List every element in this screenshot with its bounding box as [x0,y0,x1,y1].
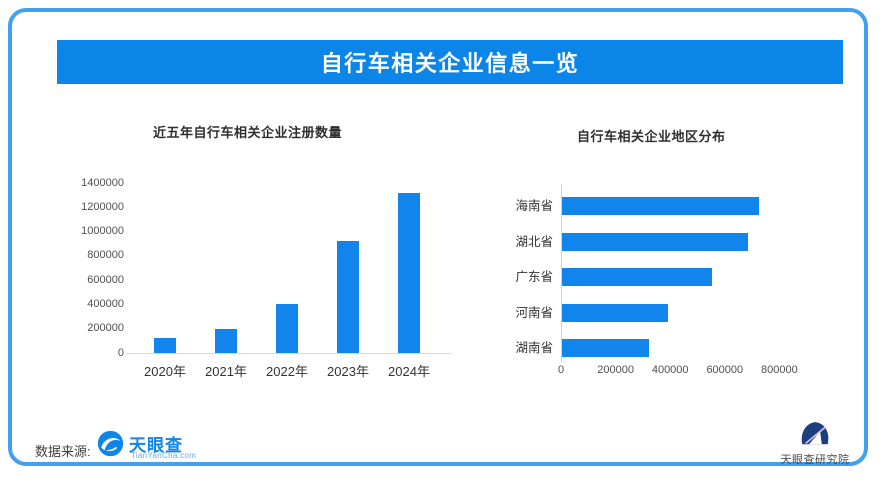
right-chart-title: 自行车相关企业地区分布 [577,129,726,144]
x-axis-tick-label: 600000 [706,364,744,376]
y-axis-tick-label: 0 [117,346,124,359]
bar [562,339,650,357]
x-axis-category-label: 2020年 [144,364,186,379]
x-axis-tick-label: 400000 [651,364,689,376]
x-axis-tick-label: 0 [557,364,565,376]
x-axis-tick-label: 200000 [597,364,634,376]
y-axis-tick-label: 800000 [87,249,124,262]
y-axis-tick-label: 1000000 [81,225,124,238]
page-title-banner: 自行车相关企业信息一览 [57,40,843,84]
y-axis-line [561,184,562,362]
y-axis-tick-label: 1200000 [81,200,124,213]
y-axis-category-label: 广东省 [515,270,553,284]
bar [337,241,359,353]
page-title: 自行车相关企业信息一览 [320,51,580,76]
bar [562,197,759,215]
research-institute-logo-icon [801,422,829,445]
bar [276,304,298,353]
tianyancha-logo-subtext: TianYanCha.com [131,451,197,460]
x-axis-category-label: 2022年 [266,364,308,379]
data-source-label: 数据来源: [35,444,91,459]
research-institute-logo-text: 天眼查研究院 [780,454,850,466]
y-axis-category-label: 海南省 [515,199,553,213]
x-axis-category-label: 2023年 [327,364,369,379]
bar [562,303,669,322]
y-axis-category-label: 河南省 [515,305,553,320]
y-axis-tick-label: 1400000 [81,176,124,189]
right-chart-plot-area: 海南省湖北省广东省河南省湖南省 0 200000 400000 600000 800000 [480,172,880,400]
x-axis-tick-label: 800000 [761,364,798,376]
tianyancha-logo-text: 天眼查 [129,436,183,455]
left-chart-plot-area: 0 200000 400000 600000 800000 1000000 1200000 1… [60,175,465,400]
y-axis-category-label: 湖南省 [515,341,553,355]
x-axis-line [126,353,452,354]
y-axis-tick-label: 600000 [87,273,124,286]
left-chart-title: 近五年自行车相关企业注册数量 [153,125,343,140]
x-axis-category-label: 2021年 [205,364,247,379]
bar [562,268,713,286]
x-axis-category-label: 2024年 [388,364,430,379]
y-axis-tick-label: 400000 [87,297,124,310]
y-axis-tick-label: 200000 [87,322,124,335]
tianyancha-logo-icon [97,430,124,457]
bar [154,338,176,353]
bar [562,232,748,251]
y-axis-category-label: 湖北省 [515,234,553,249]
bar [215,329,237,353]
bar [398,192,420,353]
